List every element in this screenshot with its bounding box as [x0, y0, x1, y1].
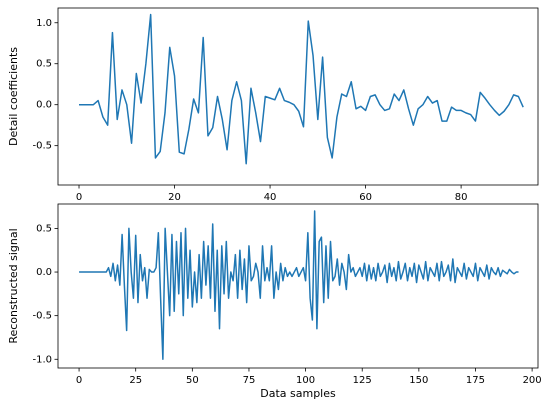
- x-tick-label: 50: [186, 375, 199, 386]
- series-line: [79, 210, 519, 361]
- x-tick-label: 150: [409, 375, 428, 386]
- y-tick-label: 1.0: [36, 18, 52, 29]
- y-tick-label: -0.5: [32, 311, 52, 322]
- x-tick-label: 20: [168, 192, 181, 203]
- x-tick-label: 0: [76, 375, 82, 386]
- y-axis-label: Reconstructed signal: [7, 228, 20, 343]
- y-tick-label: 0.5: [36, 223, 52, 234]
- x-tick-label: 0: [76, 192, 82, 203]
- series-line: [79, 13, 524, 165]
- y-tick-label: 0.5: [36, 59, 52, 70]
- x-tick-label: 25: [129, 375, 142, 386]
- x-tick-label: 75: [243, 375, 256, 386]
- x-tick-label: 40: [264, 192, 277, 203]
- x-tick-label: 60: [359, 192, 372, 203]
- y-tick-label: -0.5: [32, 141, 52, 152]
- axes-frame: [57, 7, 539, 186]
- x-tick-label: 100: [296, 375, 315, 386]
- x-tick-label: 175: [466, 375, 485, 386]
- y-tick-label: 0.0: [36, 267, 52, 278]
- y-axis-label: Detail coefficients: [7, 47, 20, 146]
- y-tick-label: -1.0: [32, 354, 52, 365]
- x-axis-label: Data samples: [260, 387, 336, 400]
- y-tick-label: 0.0: [36, 100, 52, 111]
- x-tick-label: 200: [523, 375, 542, 386]
- x-tick-label: 125: [353, 375, 372, 386]
- x-tick-label: 80: [455, 192, 468, 203]
- axes-frame: [57, 203, 539, 369]
